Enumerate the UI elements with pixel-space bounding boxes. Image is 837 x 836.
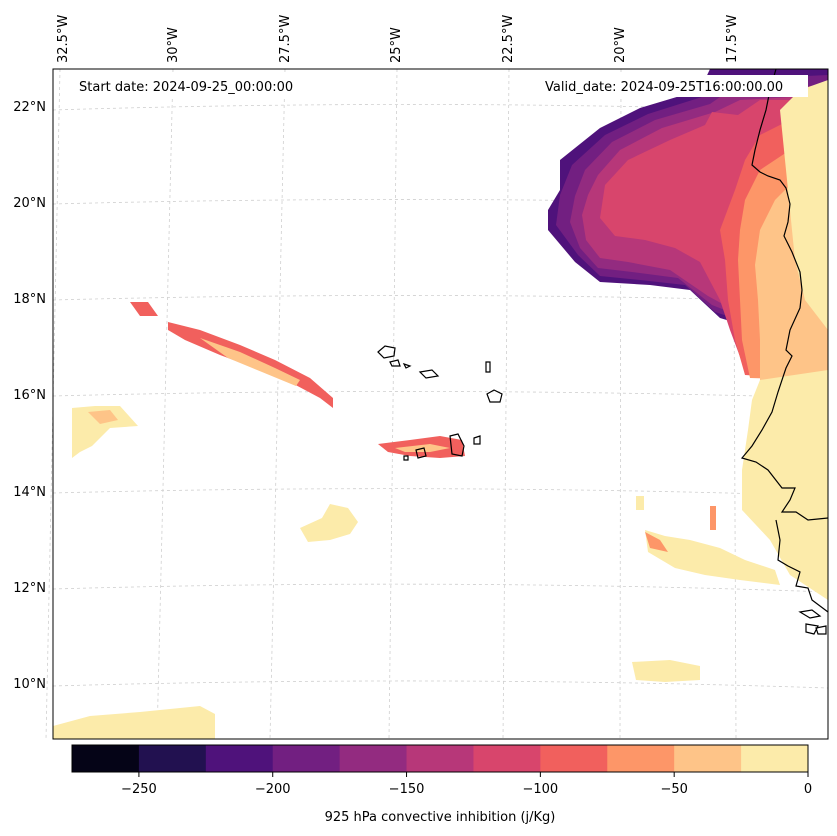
lon-label-22-5w: 22.5°W (501, 15, 516, 63)
valid-date-label: Valid_date: 2024-09-25T16:00:00.00 (545, 80, 783, 95)
lat-label-12n: 12°N (13, 581, 46, 596)
patch-senegal-offshore (645, 530, 780, 585)
colorbar-swatch (674, 745, 742, 772)
colorbar-swatch (138, 745, 207, 772)
colorbar-tick-label: −150 (389, 782, 425, 797)
colorbar-tick-label: −100 (523, 782, 559, 797)
lat-label-10n: 10°N (13, 677, 46, 692)
colorbar-swatch (607, 745, 675, 772)
lat-label-20n: 20°N (13, 196, 46, 211)
coastlines (377, 68, 829, 635)
patch-west-orange (88, 410, 118, 424)
bissagos-islands (798, 609, 827, 635)
gambia-coastline (775, 519, 829, 613)
start-date-label: Start date: 2024-09-25_00:00:00 (79, 80, 293, 95)
valid-date-box (538, 75, 808, 97)
patch-west-yellow (72, 406, 138, 458)
patch-south-yellow (632, 660, 700, 682)
colorbar-swatch (72, 745, 140, 772)
cape-verde-sao-nicolau (418, 369, 440, 379)
patch-central-yellow (300, 504, 358, 542)
lon-label-32-5w: 32.5°W (56, 15, 71, 63)
cape-verde-santa-luzia (402, 362, 412, 369)
cape-verde-fogo (415, 447, 427, 459)
map-frame (52, 68, 829, 740)
colorbar-swatch (272, 745, 341, 772)
latitude-labels: 22°N 20°N 18°N 16°N 14°N 12°N 10°N (13, 100, 46, 692)
colorbar-tick-label: 0 (804, 782, 812, 797)
lat-label-14n: 14°N (13, 485, 46, 500)
africa-coastline (740, 68, 829, 521)
colorbar-swatch (540, 745, 608, 772)
colorbar-tick-label: −200 (255, 782, 291, 797)
patch-senegal-offshore-orange (645, 532, 668, 552)
lat-label-22n: 22°N (13, 100, 46, 115)
colorbar-swatch (406, 745, 474, 772)
colorbar-swatch (473, 745, 541, 772)
cin-contours (53, 69, 828, 739)
cape-verde-santo-antao (377, 345, 396, 359)
cape-verde-santiago (449, 433, 465, 457)
longitude-labels: 32.5°W 30°W 27.5°W 25°W 22.5°W 20°W 17.5… (56, 15, 740, 63)
lon-label-30w: 30°W (166, 27, 181, 63)
start-date-box (72, 75, 318, 97)
cape-verde-maio (473, 435, 481, 445)
lat-label-18n: 18°N (13, 292, 46, 307)
colorbar-ticks: −250 −200 −150 −100 −50 0 (121, 772, 812, 797)
colorbar-swatch (339, 745, 408, 772)
colorbar-frame (71, 744, 809, 773)
patch-diagonal-band-inner (200, 338, 300, 386)
colorbar (72, 745, 809, 772)
lon-label-27-5w: 27.5°W (278, 15, 293, 63)
lon-label-25w: 25°W (389, 27, 404, 63)
gridlines (45, 68, 829, 740)
colorbar-tick-label: −250 (121, 782, 157, 797)
patch-small-yellow-1 (636, 496, 644, 510)
cape-verde-sao-vicente (389, 359, 401, 367)
colorbar-label: 925 hPa convective inhibition (j/Kg) (325, 810, 556, 825)
colorbar-tick-label: −50 (660, 782, 687, 797)
contour-level-minus-25 (780, 80, 828, 330)
colorbar-swatch (205, 745, 274, 772)
lat-label-16n: 16°N (13, 388, 46, 403)
colorbar-swatch (741, 745, 809, 772)
patch-southwest-yellow (53, 706, 215, 739)
cape-verde-brava (403, 455, 409, 461)
patch-northwest-strip (130, 302, 158, 316)
lon-label-20w: 20°W (613, 27, 628, 63)
cape-verde-boa-vista (486, 389, 503, 403)
lon-label-17-5w: 17.5°W (725, 15, 740, 63)
patch-small-orange-1 (710, 506, 716, 530)
cape-verde-sal (485, 361, 491, 373)
